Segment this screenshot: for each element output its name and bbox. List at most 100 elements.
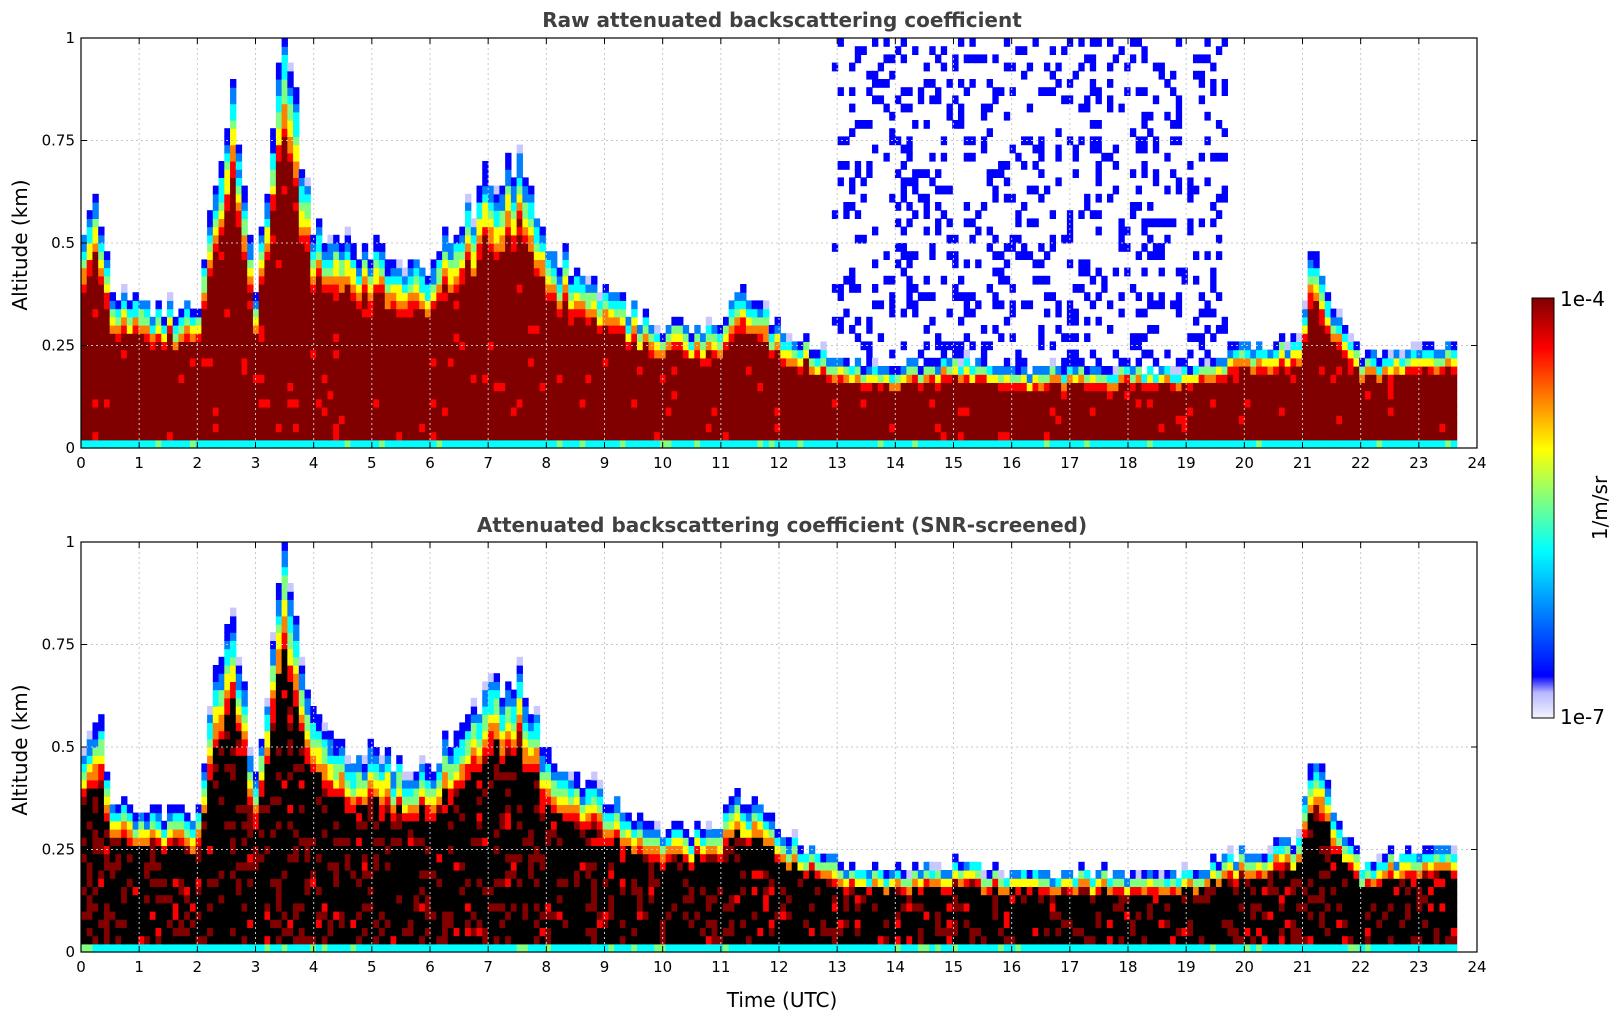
heatmap-cell — [373, 275, 380, 285]
heatmap-cell — [356, 374, 363, 383]
heatmap-cell — [1227, 407, 1234, 416]
heatmap-cell — [688, 407, 695, 416]
heatmap-cell — [361, 333, 369, 342]
heatmap-cell — [923, 357, 930, 367]
heatmap-cell — [258, 423, 266, 433]
heatmap-cell — [1089, 398, 1097, 408]
heatmap-cell — [482, 259, 489, 269]
heatmap-cell — [401, 292, 409, 301]
heatmap-cell — [178, 431, 185, 441]
heatmap-cell — [1336, 423, 1343, 433]
heatmap-cell — [1319, 275, 1326, 285]
heatmap-cell — [321, 407, 329, 416]
heatmap-cell — [734, 374, 741, 383]
heatmap-cell — [1158, 243, 1165, 252]
heatmap-cell — [367, 284, 374, 293]
heatmap-cell — [321, 357, 329, 367]
heatmap-cell — [877, 382, 885, 392]
heatmap-cell — [241, 382, 248, 392]
heatmap-cell — [499, 374, 506, 383]
heatmap-cell — [1009, 284, 1016, 293]
heatmap-cell — [298, 333, 306, 342]
heatmap-cell — [505, 177, 512, 187]
heatmap-cell — [275, 87, 283, 96]
heatmap-cell — [677, 407, 684, 416]
heatmap-cell — [539, 374, 546, 383]
heatmap-cell — [230, 333, 237, 342]
heatmap-cell — [356, 300, 363, 310]
heatmap-cell — [1015, 423, 1022, 433]
heatmap-cell — [1256, 341, 1263, 351]
heatmap-cell — [1238, 423, 1246, 433]
heatmap-cell — [155, 423, 162, 433]
heatmap-cell — [786, 415, 793, 424]
heatmap-cell — [1382, 382, 1389, 392]
heatmap-cell — [1084, 267, 1091, 277]
heatmap-cell — [316, 366, 323, 375]
heatmap-cell — [401, 316, 409, 326]
heatmap-cell — [1319, 398, 1326, 408]
heatmap-cell — [860, 382, 867, 392]
heatmap-cell — [505, 349, 512, 359]
heatmap-cell — [791, 407, 799, 416]
heatmap-cell — [952, 374, 959, 383]
heatmap-cell — [1416, 382, 1423, 392]
heatmap-cell — [1405, 366, 1412, 375]
heatmap-cell — [533, 407, 541, 416]
heatmap-cell — [1301, 325, 1309, 334]
heatmap-cell — [998, 161, 1005, 170]
heatmap-cell — [522, 390, 529, 400]
heatmap-cell — [98, 316, 105, 326]
heatmap-cell — [419, 275, 426, 285]
heatmap-cell — [579, 325, 586, 334]
heatmap-cell — [316, 267, 323, 277]
heatmap-cell — [900, 226, 907, 236]
heatmap-cell — [608, 366, 615, 375]
heatmap-cell — [1101, 423, 1108, 433]
heatmap-cell — [952, 390, 959, 400]
heatmap-cell — [230, 366, 237, 375]
heatmap-cell — [1353, 382, 1360, 392]
heatmap-cell — [1215, 431, 1223, 441]
heatmap-cell — [568, 423, 575, 433]
heatmap-cell — [189, 325, 197, 334]
heatmap-cell — [671, 415, 678, 424]
heatmap-cell — [545, 374, 552, 383]
heatmap-cell — [1135, 251, 1142, 260]
heatmap-cell — [912, 415, 919, 424]
heatmap-cell — [247, 292, 254, 301]
heatmap-cell — [396, 374, 403, 383]
heatmap-cell — [235, 308, 243, 318]
heatmap-cell — [453, 382, 460, 392]
heatmap-cell — [917, 407, 925, 416]
heatmap-cell — [293, 243, 300, 252]
heatmap-cell — [1187, 374, 1194, 383]
heatmap-cell — [516, 234, 523, 244]
heatmap-cell — [1107, 382, 1114, 392]
heatmap-cell — [1175, 177, 1183, 187]
heatmap-cell — [1072, 357, 1079, 367]
heatmap-cell — [275, 136, 283, 146]
heatmap-cell — [952, 284, 959, 293]
heatmap-cell — [316, 325, 323, 334]
heatmap-cell — [252, 333, 260, 342]
heatmap-cell — [247, 390, 254, 400]
heatmap-cell — [275, 202, 283, 211]
heatmap-cell — [510, 374, 518, 383]
heatmap-cell — [482, 349, 489, 359]
heatmap-cell — [814, 407, 822, 416]
heatmap-cell — [533, 284, 541, 293]
heatmap-cell — [178, 374, 185, 383]
heatmap-cell — [591, 407, 598, 416]
heatmap-cell — [338, 366, 346, 375]
heatmap-cell — [499, 193, 506, 203]
heatmap-cell — [1175, 38, 1183, 47]
heatmap-cell — [992, 439, 999, 449]
heatmap-cell — [1342, 423, 1349, 433]
heatmap-cell — [1049, 366, 1057, 375]
heatmap-cell — [871, 439, 879, 449]
heatmap-cell — [654, 349, 661, 359]
heatmap-cell — [298, 325, 306, 334]
heatmap-cell — [247, 341, 254, 351]
heatmap-cell — [1089, 415, 1097, 424]
